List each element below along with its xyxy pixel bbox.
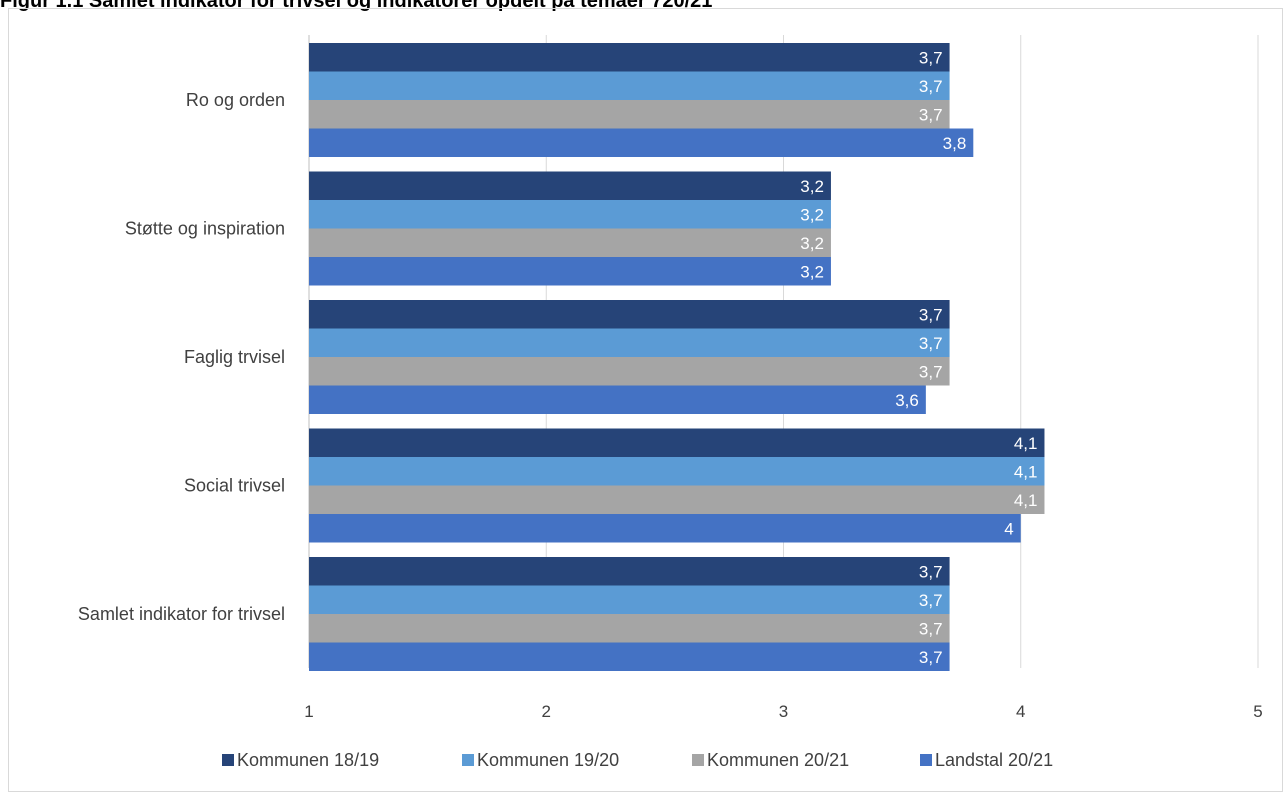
page-title: Figur 1.1 Samlet indikator for trivsel o… [0, 0, 713, 12]
bar [309, 200, 831, 229]
data-label: 3,7 [919, 362, 943, 381]
data-label: 4 [1004, 519, 1013, 538]
data-label: 3,6 [895, 391, 919, 410]
data-label: 3,7 [919, 591, 943, 610]
bar [309, 71, 950, 100]
data-label: 3,7 [919, 48, 943, 67]
data-label: 4,1 [1014, 434, 1038, 453]
bar [309, 171, 831, 200]
bar [309, 514, 1021, 543]
data-label: 3,2 [800, 177, 824, 196]
category-label: Samlet indikator for trivsel [78, 604, 285, 624]
x-tick-label: 1 [304, 702, 313, 721]
data-label: 3,2 [800, 262, 824, 281]
data-label: 3,7 [919, 77, 943, 96]
data-label: 3,2 [800, 205, 824, 224]
legend-swatch [920, 754, 932, 766]
x-tick-label: 5 [1253, 702, 1262, 721]
data-label: 4,1 [1014, 462, 1038, 481]
legend-label: Landstal 20/21 [935, 750, 1053, 770]
bar [309, 642, 950, 671]
bar [309, 585, 950, 614]
bar [309, 357, 950, 386]
data-label: 3,7 [919, 334, 943, 353]
data-label: 3,7 [919, 648, 943, 667]
data-label: 3,8 [943, 134, 967, 153]
category-label: Ro og orden [186, 90, 285, 110]
bar [309, 128, 974, 157]
bar [309, 100, 950, 129]
data-label: 3,7 [919, 562, 943, 581]
bar [309, 228, 831, 257]
legend-label: Kommunen 19/20 [477, 750, 619, 770]
category-label: Støtte og inspiration [125, 219, 285, 239]
bar [309, 485, 1045, 514]
chart-frame [8, 8, 1283, 792]
bar [309, 257, 831, 286]
bar [309, 43, 950, 72]
x-tick-label: 4 [1016, 702, 1025, 721]
legend-swatch [462, 754, 474, 766]
category-label: Social trivsel [184, 476, 285, 496]
data-label: 4,1 [1014, 491, 1038, 510]
data-label: 3,7 [919, 619, 943, 638]
x-tick-label: 3 [779, 702, 788, 721]
legend-swatch [692, 754, 704, 766]
bar [309, 300, 950, 329]
x-tick-label: 2 [542, 702, 551, 721]
bar [309, 328, 950, 357]
bar [309, 614, 950, 643]
data-label: 3,7 [919, 105, 943, 124]
data-label: 3,7 [919, 305, 943, 324]
bars [309, 43, 1045, 671]
legend-label: Kommunen 18/19 [237, 750, 379, 770]
legend-label: Kommunen 20/21 [707, 750, 849, 770]
bar [309, 385, 926, 414]
bar [309, 557, 950, 586]
category-label: Faglig trvisel [184, 347, 285, 367]
legend-swatch [222, 754, 234, 766]
bar [309, 428, 1045, 457]
data-label: 3,2 [800, 234, 824, 253]
bar [309, 457, 1045, 486]
legend: Kommunen 18/19 Kommunen 19/20 Kommunen 20/… [222, 750, 1053, 770]
